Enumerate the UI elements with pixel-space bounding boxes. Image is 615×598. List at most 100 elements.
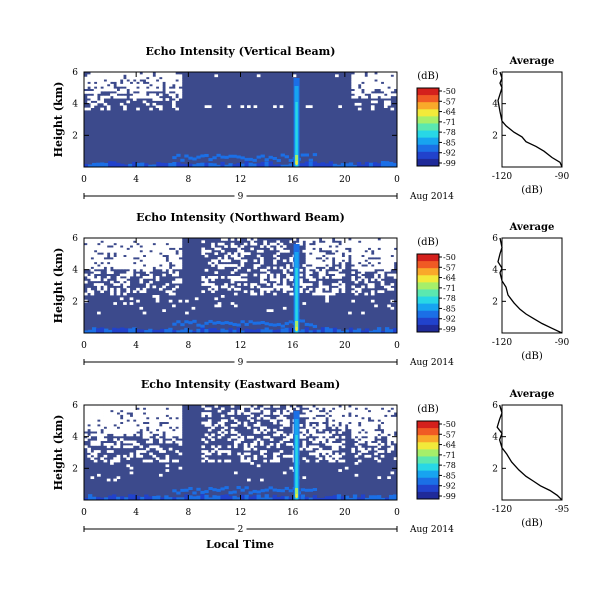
colorbar-tick-label: -99 (443, 492, 456, 501)
x-tick-label: 0 (394, 175, 400, 185)
colorbar-tick-label: -71 (443, 118, 456, 127)
x-tick-label: 0 (81, 508, 87, 518)
x-axis-label: Local Time (206, 538, 274, 551)
y-tick-label: 4 (72, 266, 78, 276)
average-y-tick-label: 2 (492, 131, 498, 141)
colorbar-tick-label: -99 (443, 159, 456, 168)
y-axis-label: Height (km) (52, 248, 65, 324)
average-x-tick-label: -95 (555, 505, 570, 515)
x-tick-label: 0 (394, 341, 400, 351)
colorbar-swatch (417, 435, 439, 443)
x-tick-label: 12 (235, 341, 246, 351)
colorbar-frame (416, 420, 440, 500)
x-tick-label: 20 (339, 175, 351, 185)
y-tick-label: 2 (72, 131, 78, 141)
colorbar-unit: (dB) (417, 71, 439, 82)
colorbar-swatch (417, 144, 439, 153)
average-x-label: (dB) (521, 518, 543, 529)
x-tick-label: 20 (339, 508, 351, 518)
colorbar-tick-label: -78 (443, 128, 456, 137)
average-title: Average (509, 56, 555, 67)
day-label: 9 (238, 192, 244, 202)
colorbar-tick-label: -92 (443, 315, 456, 324)
date-axis: 9 Aug 2014 (83, 190, 454, 202)
day-label: 2 (238, 525, 244, 535)
date-label: Aug 2014 (409, 525, 454, 535)
colorbar-swatch (417, 88, 439, 96)
colorbar-tick-label: -57 (443, 97, 456, 106)
average-profile: Average 6 4 2 -120 -95 (dB) (492, 389, 570, 529)
colorbar-swatch (417, 254, 439, 262)
panel-title: Echo Intensity (Vertical Beam) (145, 45, 335, 58)
boundary-layer-echo (84, 319, 398, 333)
colorbar-tick-label: -85 (443, 138, 456, 147)
average-y-tick-label: 4 (492, 266, 498, 276)
colorbar-swatch (417, 116, 439, 124)
average-frame (501, 404, 563, 501)
colorbar-unit: (dB) (417, 404, 439, 415)
x-tick-label: 4 (133, 341, 139, 351)
y-tick-label: 6 (72, 234, 78, 244)
no-data-mask (84, 238, 398, 315)
x-tick-label: 16 (287, 508, 299, 518)
y-axis-label: Height (km) (52, 415, 65, 491)
colorbar-swatch (417, 102, 439, 110)
average-profile: Average 6 4 2 -120 -90 (dB) (492, 56, 570, 196)
x-tick-label: 12 (235, 175, 246, 185)
boundary-layer-echo (84, 486, 398, 500)
average-y-tick-label: 6 (492, 234, 498, 244)
x-tick-label: 8 (185, 175, 191, 185)
average-y-tick-label: 6 (492, 68, 498, 78)
average-x-label: (dB) (521, 185, 543, 196)
colorbar-tick-label: -71 (443, 451, 456, 460)
colorbar-swatch (417, 421, 439, 429)
colorbar-tick-label: -64 (443, 441, 456, 450)
x-tick-label: 0 (81, 341, 87, 351)
average-y-tick-label: 2 (492, 297, 498, 307)
colorbar-tick-label: -50 (443, 87, 456, 96)
colorbar-tick-label: -64 (443, 274, 456, 283)
average-x-tick-label: -120 (492, 172, 512, 182)
y-tick-label: 4 (72, 100, 78, 110)
boundary-layer-echo (84, 153, 398, 167)
y-tick-label: 2 (72, 464, 78, 474)
y-tick-label: 6 (72, 68, 78, 78)
colorbar-swatch (417, 109, 439, 117)
colorbar: (dB) -50-57 -64-71-78-85 -92-99 (416, 404, 456, 501)
panel-1: Echo Intensity (Vertical Beam) 6 4 2 Height … (52, 45, 570, 202)
average-y-tick-label: 6 (492, 401, 498, 411)
x-tick-label: 12 (235, 508, 246, 518)
colorbar-swatch (417, 463, 439, 472)
colorbar-frame (416, 87, 440, 167)
colorbar-swatch (417, 268, 439, 276)
no-data-mask (84, 405, 398, 482)
colorbar: (dB) -50-57 -64-71-78-85 -92-99 (416, 71, 456, 168)
colorbar-swatch (417, 282, 439, 290)
colorbar-swatch (417, 484, 439, 493)
colorbar-swatch (417, 123, 439, 132)
colorbar-tick-label: -50 (443, 420, 456, 429)
average-y-tick-label: 4 (492, 100, 498, 110)
x-tick-label: 8 (185, 341, 191, 351)
colorbar-swatch (417, 289, 439, 298)
colorbar-tick-label: -85 (443, 304, 456, 313)
x-tick-label: 20 (339, 341, 351, 351)
date-axis: 2 Aug 2014 (83, 523, 454, 535)
colorbar-swatch (417, 449, 439, 457)
colorbar-swatch (417, 296, 439, 305)
x-tick-label: 4 (133, 175, 139, 185)
x-tick-label: 4 (133, 508, 139, 518)
colorbar-swatch (417, 310, 439, 319)
date-label: Aug 2014 (409, 192, 454, 202)
y-tick-label: 4 (72, 433, 78, 443)
day-label: 9 (238, 358, 244, 368)
colorbar-swatch (417, 130, 439, 139)
x-tick-label: 0 (81, 175, 87, 185)
date-label: Aug 2014 (409, 358, 454, 368)
average-y-tick-label: 2 (492, 464, 498, 474)
panel-3: Echo Intensity (Eastward Beam) 6 4 2 Height … (52, 378, 570, 535)
x-tick-label: 0 (394, 508, 400, 518)
x-tick-label: 16 (287, 341, 299, 351)
colorbar: (dB) -50-57 -64-71-78-85 -92-99 (416, 237, 456, 334)
average-title: Average (509, 389, 555, 400)
